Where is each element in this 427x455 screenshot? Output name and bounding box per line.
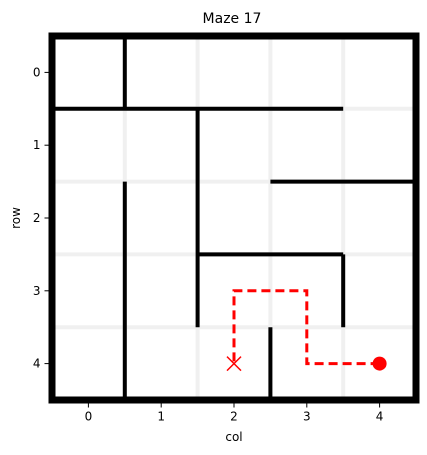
- maze-plot-area: [48, 32, 420, 404]
- x-tick-label: 0: [85, 410, 93, 424]
- goal-marker: [226, 356, 242, 372]
- maze-border: [48, 32, 420, 404]
- x-tick-label: 4: [376, 410, 384, 424]
- start-marker: [372, 356, 387, 371]
- x-axis-ticks: 0 1 2 3 4: [85, 403, 384, 424]
- chart-title: Maze 17: [203, 11, 262, 27]
- x-tick-label: 2: [230, 410, 238, 424]
- goal-x-stroke: [226, 356, 242, 372]
- x-tick-label: 1: [157, 410, 165, 424]
- y-axis-ticks: 0 1 2 3 4: [33, 65, 49, 371]
- x-axis-label: col: [225, 430, 242, 444]
- y-tick-label: 4: [33, 357, 41, 371]
- y-tick-label: 2: [33, 211, 41, 225]
- y-tick-label: 1: [33, 138, 41, 152]
- y-tick-label: 0: [33, 65, 41, 79]
- y-axis-label: row: [9, 207, 23, 229]
- y-tick-label: 3: [33, 284, 41, 298]
- solution-path: [232, 289, 380, 366]
- x-tick-label: 3: [303, 410, 311, 424]
- maze-walls: [48, 32, 420, 404]
